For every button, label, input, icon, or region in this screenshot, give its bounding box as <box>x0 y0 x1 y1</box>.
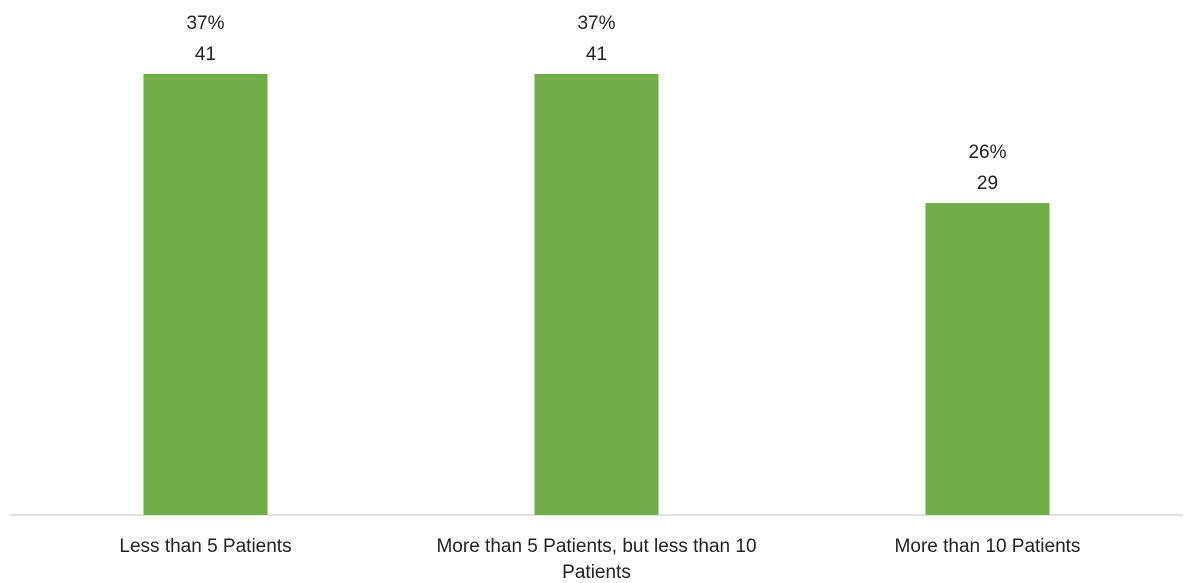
bar-2 <box>534 74 659 515</box>
bar-3 <box>925 203 1050 515</box>
category-label-3: More than 10 Patients <box>895 536 1081 557</box>
category-labels-group: Less than 5 Patients More than 5 Patients… <box>119 536 1080 583</box>
percent-label-3: 26% <box>968 142 1006 163</box>
data-labels-group: 37% 41 37% 41 26% 29 <box>186 13 1006 194</box>
category-label-2-line-2: Patients <box>562 562 631 583</box>
count-label-1: 41 <box>195 44 216 65</box>
percent-label-1: 37% <box>186 13 224 34</box>
bar-1 <box>143 74 268 515</box>
count-label-3: 29 <box>977 173 998 194</box>
percent-label-2: 37% <box>577 13 615 34</box>
bars-group <box>143 74 1050 515</box>
count-label-2: 41 <box>586 44 607 65</box>
category-label-1: Less than 5 Patients <box>119 536 291 557</box>
category-label-2-line-1: More than 5 Patients, but less than 10 <box>436 536 756 557</box>
